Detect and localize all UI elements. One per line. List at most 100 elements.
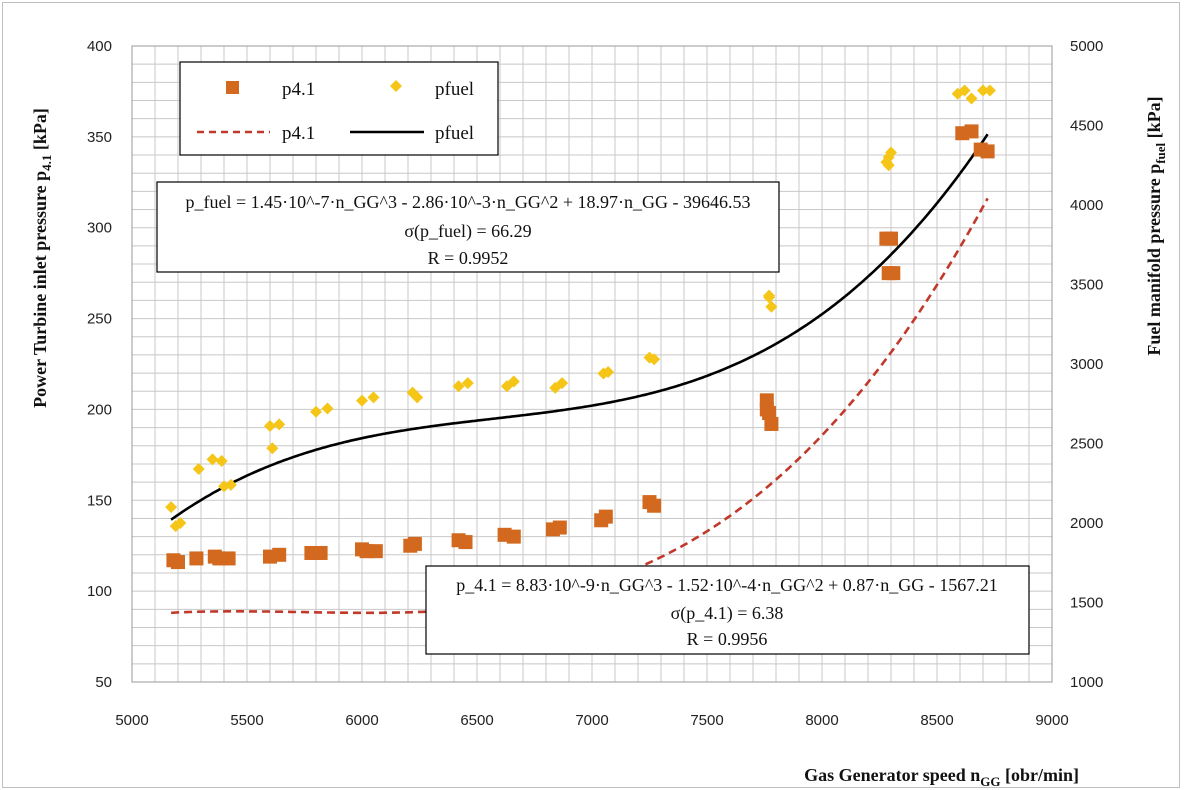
p41-equation-line3: R = 0.9956 xyxy=(687,629,768,649)
y-left-tick-label: 250 xyxy=(87,311,112,328)
pfuel-equation-frame xyxy=(156,181,780,273)
data-point-pfuel xyxy=(977,84,989,97)
x-tick-label: 6000 xyxy=(345,712,378,729)
y-right-tick-label: 3000 xyxy=(1070,356,1103,373)
y-right-axis-title: Fuel manifold pressure pfuel [kPa] xyxy=(1144,96,1168,355)
x-tick-label: 8000 xyxy=(805,712,838,729)
y-left-tick-label: 50 xyxy=(95,674,112,691)
y-left-tick-label: 100 xyxy=(87,583,112,600)
data-point-pfuel xyxy=(958,84,971,97)
data-point-pfuel xyxy=(452,380,465,393)
data-point-pfuel xyxy=(507,375,520,388)
x-tick-label: 6500 xyxy=(460,712,493,729)
y-left-tick-labels: 400 350 300 250 200 150 100 50 xyxy=(87,38,112,691)
data-point-pfuel xyxy=(165,501,178,514)
y-right-tick-label: 2500 xyxy=(1070,436,1103,453)
legend-label-pfuel-line: pfuel xyxy=(435,123,474,144)
data-points xyxy=(165,84,996,570)
y-left-tick-label: 150 xyxy=(87,492,112,509)
data-point-p41 xyxy=(598,509,613,524)
x-axis-title: Gas Generator speed nGG [obr/min] xyxy=(804,765,1079,789)
data-point-pfuel xyxy=(310,405,322,418)
x-tick-labels: 5000 5500 6000 6500 7000 7500 8000 8500 9000 xyxy=(115,712,1068,729)
data-point-p41 xyxy=(506,529,521,544)
p41-equation-line1: p_4.1 = 8.83·10^-9·n_GG^3 - 1.52·10^-4·n… xyxy=(456,575,998,595)
plot-area-border xyxy=(131,45,1053,683)
fit-line-pfuel xyxy=(170,133,989,521)
data-point-p41 xyxy=(221,551,236,566)
data-point-p41 xyxy=(764,416,779,431)
data-point-p41 xyxy=(980,144,995,159)
legend-marker-pfuel xyxy=(390,80,402,92)
data-point-pfuel xyxy=(965,92,978,105)
y-right-tick-label: 2000 xyxy=(1070,515,1103,532)
data-point-p41 xyxy=(171,555,185,570)
data-point-pfuel xyxy=(367,391,380,404)
data-point-p41 xyxy=(407,536,422,551)
y-left-tick-label: 400 xyxy=(87,38,112,55)
data-point-pfuel xyxy=(264,420,276,433)
data-point-p41 xyxy=(759,402,774,417)
x-tick-label: 5500 xyxy=(230,712,263,729)
data-point-pfuel xyxy=(273,418,286,431)
data-point-pfuel xyxy=(174,517,187,529)
data-point-pfuel xyxy=(763,291,776,304)
data-point-pfuel xyxy=(882,151,895,164)
data-point-pfuel xyxy=(765,300,778,313)
y-right-tick-labels: 5000 4500 4000 3500 3000 2500 2000 1500 1000 xyxy=(1070,38,1103,691)
data-point-pfuel xyxy=(500,380,513,393)
pfuel-equation-line1: p_fuel = 1.45·10^-7·n_GG^3 - 2.86·10^-3·… xyxy=(185,192,750,212)
data-point-pfuel xyxy=(983,84,996,97)
legend-marker-p41 xyxy=(226,81,239,94)
data-point-p41 xyxy=(964,124,979,139)
data-point-p41 xyxy=(884,231,898,246)
pfuel-equation-line3: R = 0.9952 xyxy=(428,248,509,268)
pfuel-equation-line2: σ(p_fuel) = 66.29 xyxy=(404,221,531,242)
data-point-p41 xyxy=(458,535,473,550)
p41-equation-box: p_4.1 = 8.83·10^-9·n_GG^3 - 1.52·10^-4·n… xyxy=(425,565,1030,655)
data-point-p41 xyxy=(886,266,901,281)
data-point-pfuel xyxy=(356,394,368,407)
y-right-tick-label: 3500 xyxy=(1070,277,1103,294)
p41-equation-line2: σ(p_4.1) = 6.38 xyxy=(671,603,784,624)
y-right-tick-label: 1500 xyxy=(1070,595,1103,612)
y-left-tick-label: 300 xyxy=(87,220,112,237)
data-point-pfuel xyxy=(648,353,661,366)
data-point-pfuel xyxy=(411,391,424,404)
legend-label-p41-marker: p4.1 xyxy=(282,79,315,100)
data-point-pfuel xyxy=(266,442,279,455)
data-point-pfuel xyxy=(215,454,228,467)
data-point-pfuel xyxy=(461,377,474,390)
data-point-p41 xyxy=(552,520,567,535)
data-point-pfuel xyxy=(224,478,237,491)
y-right-tick-label: 1000 xyxy=(1070,674,1103,691)
data-point-p41 xyxy=(272,547,287,562)
legend-label-pfuel-marker: pfuel xyxy=(435,79,474,100)
p41-equation-frame xyxy=(425,565,1030,655)
x-tick-label: 9000 xyxy=(1035,712,1068,729)
y-left-axis-title: Power Turbine inlet pressure p4.1 [kPa] xyxy=(30,108,54,408)
x-tick-label: 8500 xyxy=(920,712,953,729)
y-right-tick-label: 4500 xyxy=(1070,118,1103,135)
data-point-pfuel xyxy=(602,365,615,378)
legend-label-p41-line: p4.1 xyxy=(282,123,315,144)
legend-box xyxy=(179,61,499,156)
data-point-pfuel xyxy=(321,402,334,415)
data-point-p41 xyxy=(647,498,662,513)
data-point-pfuel xyxy=(882,159,895,172)
x-tick-label: 7500 xyxy=(690,712,723,729)
data-point-p41 xyxy=(189,551,204,566)
x-tick-label: 5000 xyxy=(115,712,148,729)
data-point-p41 xyxy=(313,545,328,560)
y-left-tick-label: 350 xyxy=(87,129,112,146)
y-right-tick-label: 4000 xyxy=(1070,197,1103,214)
pfuel-equation-box: p_fuel = 1.45·10^-7·n_GG^3 - 2.86·10^-3·… xyxy=(156,181,780,273)
data-point-pfuel xyxy=(556,377,569,390)
x-tick-label: 7000 xyxy=(575,712,608,729)
data-point-pfuel xyxy=(192,462,205,475)
legend: p4.1 pfuel p4.1 pfuel xyxy=(179,61,499,156)
data-point-pfuel xyxy=(206,453,219,466)
y-right-tick-label: 5000 xyxy=(1070,38,1103,55)
